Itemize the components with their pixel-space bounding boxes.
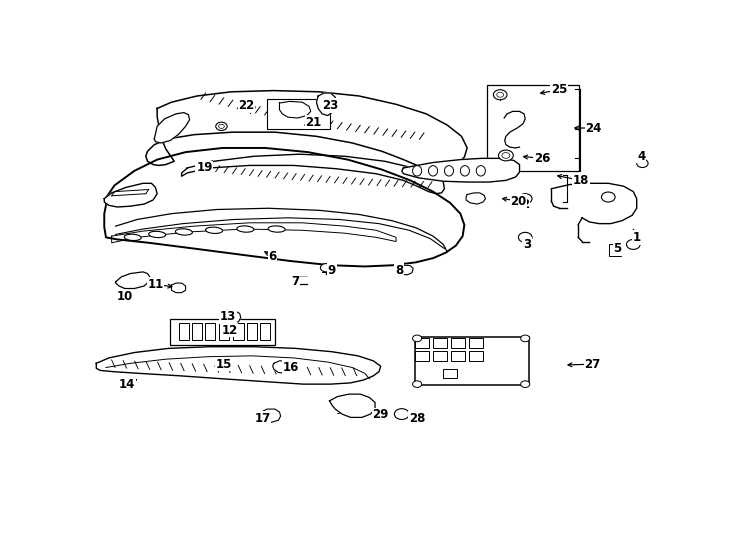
Text: 23: 23 — [322, 99, 339, 112]
Bar — [192, 323, 202, 340]
Bar — [233, 323, 244, 340]
Polygon shape — [401, 158, 520, 182]
Text: 1: 1 — [633, 231, 641, 244]
Ellipse shape — [413, 166, 421, 176]
Bar — [260, 323, 270, 340]
Circle shape — [244, 104, 255, 111]
Bar — [451, 338, 465, 348]
Circle shape — [497, 92, 504, 97]
Ellipse shape — [429, 166, 437, 176]
Text: 26: 26 — [534, 152, 550, 165]
Circle shape — [520, 381, 530, 388]
Text: 29: 29 — [373, 408, 389, 421]
Ellipse shape — [149, 231, 166, 238]
Text: 22: 22 — [239, 99, 255, 112]
Bar — [219, 323, 229, 340]
Bar — [179, 323, 189, 340]
Text: 13: 13 — [220, 310, 236, 323]
Polygon shape — [260, 409, 280, 422]
Polygon shape — [316, 93, 338, 116]
Text: 15: 15 — [216, 357, 232, 370]
Bar — [433, 338, 447, 348]
Bar — [609, 244, 621, 256]
Text: 12: 12 — [221, 323, 238, 336]
Circle shape — [520, 335, 530, 342]
Bar — [415, 351, 429, 361]
Text: 9: 9 — [327, 264, 336, 277]
Bar — [205, 323, 215, 340]
Polygon shape — [280, 102, 310, 118]
Bar — [415, 338, 429, 348]
Ellipse shape — [175, 229, 192, 235]
Circle shape — [601, 192, 615, 202]
Bar — [433, 351, 447, 361]
Circle shape — [502, 152, 510, 158]
Text: 8: 8 — [395, 264, 403, 277]
Circle shape — [518, 232, 532, 242]
Circle shape — [216, 122, 227, 131]
Text: 18: 18 — [573, 174, 589, 187]
Bar — [170, 319, 275, 345]
Text: 17: 17 — [254, 411, 271, 425]
Bar — [451, 351, 465, 361]
Text: 21: 21 — [305, 116, 321, 129]
Polygon shape — [146, 91, 468, 170]
Text: 10: 10 — [117, 291, 133, 303]
Bar — [470, 338, 483, 348]
Polygon shape — [116, 272, 150, 288]
Circle shape — [413, 381, 421, 388]
Text: 6: 6 — [269, 249, 277, 262]
Circle shape — [219, 124, 225, 129]
Ellipse shape — [206, 227, 222, 233]
Ellipse shape — [237, 226, 254, 232]
Polygon shape — [222, 311, 241, 323]
Circle shape — [518, 194, 532, 204]
Circle shape — [636, 159, 648, 167]
Text: 27: 27 — [584, 357, 600, 370]
Bar — [267, 99, 330, 129]
Text: 7: 7 — [291, 274, 299, 287]
Circle shape — [493, 90, 507, 100]
Text: 11: 11 — [148, 278, 164, 291]
Bar — [415, 337, 528, 385]
Ellipse shape — [124, 234, 141, 240]
Polygon shape — [96, 347, 381, 384]
Ellipse shape — [445, 166, 454, 176]
Bar — [443, 369, 457, 379]
Ellipse shape — [476, 166, 485, 176]
Text: 24: 24 — [585, 122, 602, 134]
Polygon shape — [272, 361, 295, 373]
Circle shape — [321, 264, 332, 272]
Bar — [247, 323, 258, 340]
Text: 5: 5 — [613, 242, 622, 255]
Text: 16: 16 — [283, 361, 299, 374]
Polygon shape — [172, 283, 186, 293]
Circle shape — [394, 409, 409, 420]
Polygon shape — [181, 154, 445, 194]
Text: 2: 2 — [521, 198, 529, 211]
Polygon shape — [398, 265, 413, 275]
Text: 4: 4 — [637, 150, 645, 163]
Polygon shape — [104, 183, 157, 207]
Bar — [470, 351, 483, 361]
Text: 28: 28 — [409, 411, 425, 425]
Circle shape — [413, 335, 421, 342]
Text: 20: 20 — [510, 195, 526, 208]
Polygon shape — [466, 193, 485, 204]
Circle shape — [627, 239, 640, 249]
Polygon shape — [330, 394, 375, 417]
Text: 19: 19 — [196, 161, 213, 174]
Text: 3: 3 — [523, 238, 531, 251]
Bar — [487, 85, 579, 171]
Polygon shape — [104, 148, 465, 266]
Ellipse shape — [268, 226, 285, 232]
Polygon shape — [154, 113, 189, 143]
Circle shape — [498, 150, 513, 161]
Text: 14: 14 — [119, 379, 135, 392]
Text: 25: 25 — [551, 83, 567, 96]
Ellipse shape — [460, 166, 470, 176]
